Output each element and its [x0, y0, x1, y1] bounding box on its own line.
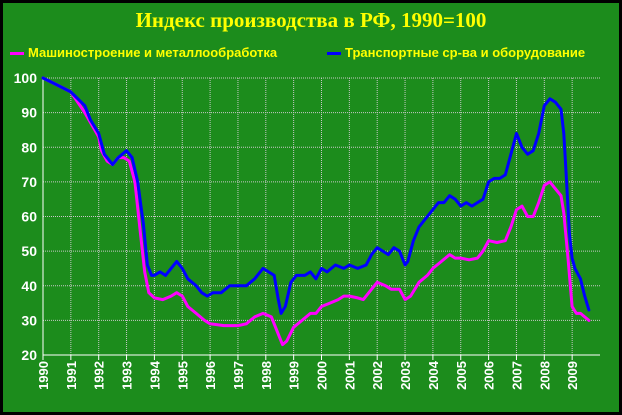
legend-item-machinery: Машиностроение и металлообработка — [10, 45, 277, 60]
x-tick-label: 2007 — [509, 361, 524, 390]
y-tick-label: 20 — [21, 347, 37, 363]
series-line-1 — [41, 76, 591, 315]
x-tick-label: 1999 — [287, 361, 302, 390]
y-tick-label: 30 — [21, 312, 37, 328]
x-tick-label: 1996 — [203, 361, 218, 390]
legend-swatch-transport — [327, 52, 341, 56]
y-tick-label: 60 — [21, 209, 37, 225]
x-tick-label: 1993 — [120, 361, 135, 390]
y-tick-label: 90 — [21, 105, 37, 121]
y-tick-label: 80 — [21, 139, 37, 155]
x-tick-label: 1992 — [92, 361, 107, 390]
x-tick-label: 2005 — [454, 361, 469, 390]
legend-item-transport: Транспортные ср-ва и оборудование — [327, 45, 585, 60]
y-tick-label: 50 — [21, 243, 37, 259]
x-tick-label: 1995 — [175, 361, 190, 390]
x-tick-label: 1997 — [231, 361, 246, 390]
x-tick-label: 2000 — [315, 361, 330, 390]
x-tick-label: 1990 — [36, 361, 51, 390]
x-tick-label: 2001 — [342, 361, 357, 390]
legend-label-machinery: Машиностроение и металлообработка — [28, 45, 278, 60]
x-tick-label: 2009 — [565, 361, 580, 390]
x-tick-label: 2003 — [398, 361, 413, 390]
x-tick-label: 1998 — [259, 361, 274, 390]
x-tick-label: 1991 — [64, 361, 79, 390]
x-tick-label: 2006 — [482, 361, 497, 390]
x-tick-label: 2004 — [426, 360, 441, 390]
series-line-0 — [41, 76, 591, 347]
chart-title: Индекс производства в РФ, 1990=100 — [135, 8, 487, 32]
x-tick-label: 1994 — [147, 360, 162, 390]
x-tick-label: 2002 — [370, 361, 385, 390]
y-tick-label: 70 — [21, 174, 37, 190]
legend-swatch-machinery — [10, 52, 24, 56]
legend-label-transport: Транспортные ср-ва и оборудование — [345, 45, 586, 60]
y-tick-label: 100 — [14, 70, 38, 86]
y-tick-label: 40 — [21, 278, 37, 294]
x-tick-label: 2008 — [537, 361, 552, 390]
